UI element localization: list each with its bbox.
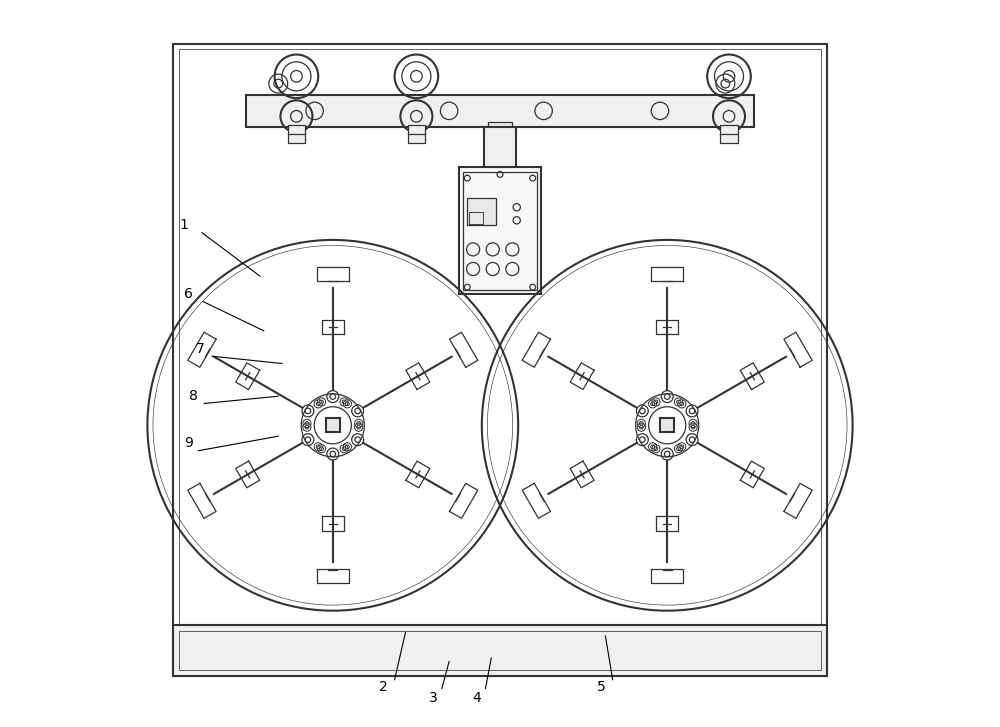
Text: 4: 4 (472, 691, 481, 705)
Bar (660, 418, 674, 433)
Text: 8: 8 (189, 389, 198, 403)
Bar (488, 122, 512, 131)
Bar (173, 44, 827, 676)
Bar (467, 198, 496, 225)
Text: 1: 1 (179, 218, 188, 233)
Text: 9: 9 (184, 436, 193, 451)
Bar (469, 212, 483, 224)
Bar (408, 125, 425, 143)
Bar (720, 125, 738, 143)
Bar (173, 625, 827, 676)
Bar (179, 49, 821, 670)
Bar (459, 167, 541, 294)
Bar (326, 418, 340, 433)
Text: 3: 3 (429, 691, 437, 705)
Text: 2: 2 (379, 680, 388, 694)
Bar (463, 172, 537, 290)
Bar (179, 631, 821, 670)
Bar (288, 125, 305, 143)
Text: 5: 5 (597, 680, 606, 694)
Bar (484, 127, 516, 167)
Bar (246, 95, 754, 127)
Text: 7: 7 (196, 342, 205, 356)
Text: 6: 6 (184, 287, 193, 302)
